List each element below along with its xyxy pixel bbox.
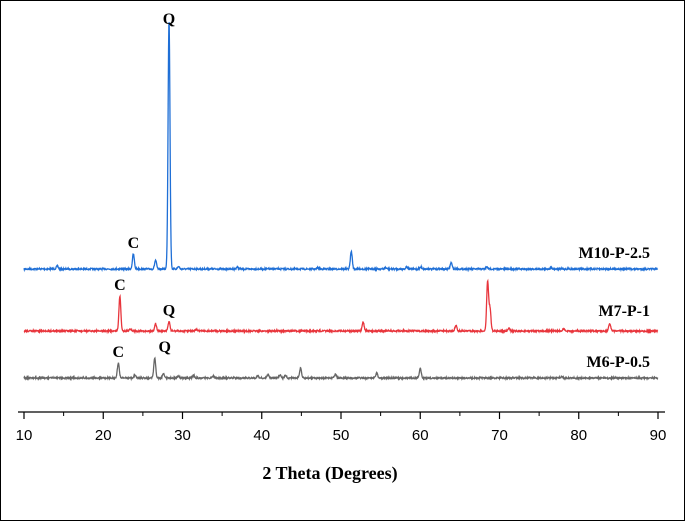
x-tick-label: 50 [333,427,350,444]
x-axis-ticks: 10 20 30 40 50 60 70 80 90 [16,412,667,444]
x-tick-label: 60 [412,427,429,444]
series-label: M6-P-0.5 [586,354,650,371]
x-tick-label: 70 [491,427,508,444]
x-tick-label: 20 [95,427,112,444]
x-tick-label: 90 [650,427,667,444]
x-tick-label: 40 [253,427,270,444]
x-tick-label: 80 [570,427,587,444]
series-labels: M10-P-2.5 M7-P-1 M6-P-0.5 [578,245,650,371]
peak-annotation-c: C [113,344,125,361]
series-traces [23,22,659,382]
peak-annotation-q: Q [159,339,171,356]
series-line-m7-p-1 [23,278,659,335]
x-tick-label: 30 [174,427,191,444]
series-label: M7-P-1 [598,303,650,320]
peak-annotation-c: C [128,235,140,252]
series-line-m6-p-0.5 [23,356,659,382]
series-label: M10-P-2.5 [578,245,650,262]
x-axis-title: 2 Theta (Degrees) [262,463,397,484]
peak-annotation-q: Q [163,303,175,320]
peak-annotation-c: C [114,277,126,294]
peak-annotation-q: Q [163,11,175,28]
x-tick-label: 10 [16,427,33,444]
series-line-m10-p-2.5 [23,22,659,273]
peak-annotations: C Q C Q C Q [113,11,176,361]
